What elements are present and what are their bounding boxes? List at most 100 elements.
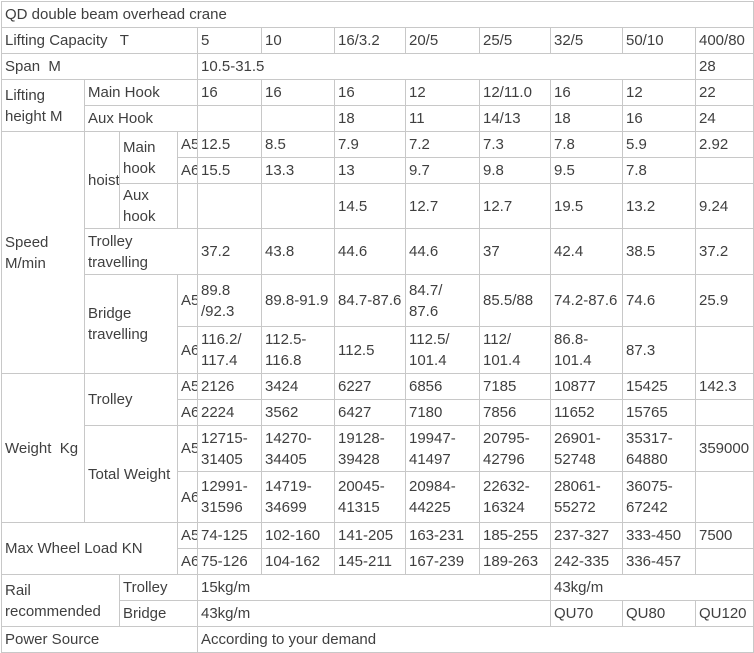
cell-capacity-7: 50/10: [622, 27, 696, 54]
cell: 18: [334, 105, 406, 132]
cell: 12991- 31596: [197, 471, 262, 523]
label-class-a6: A6: [177, 157, 198, 184]
cell: 28061- 55272: [550, 471, 623, 523]
label-aux-hook: Aux Hook: [84, 105, 198, 132]
cell: 12: [405, 79, 480, 106]
cell: 12.7: [405, 183, 480, 229]
cell: 37: [479, 228, 551, 275]
label-lifting-height: Lifting height M: [1, 79, 85, 132]
cell: 9.7: [405, 157, 480, 184]
label-rail-trolley: Trolley: [119, 574, 198, 601]
cell: 14/13: [479, 105, 551, 132]
cell: 2.92: [695, 131, 754, 158]
cell: 74-125: [197, 522, 262, 549]
cell: 163-231: [405, 522, 480, 549]
cell: 43.8: [261, 228, 335, 275]
label-class-a5: A5: [177, 522, 198, 549]
cell: 37.2: [197, 228, 262, 275]
cell: [695, 399, 754, 426]
cell-rail-trolley-left: 15kg/m: [197, 574, 551, 601]
cell-capacity-1: 5: [197, 27, 262, 54]
cell: 20795- 42796: [479, 425, 551, 472]
cell: 84.7-87.6: [334, 274, 406, 327]
label-trolley-weight: Trolley: [84, 373, 178, 426]
cell: 42.4: [550, 228, 623, 275]
row-rail-trolley: Rail recommended Trolley 15kg/m 43kg/m: [1, 574, 754, 627]
cell: 112/ 101.4: [479, 326, 551, 374]
cell: 26901- 52748: [550, 425, 623, 472]
cell-empty-class: [177, 183, 198, 229]
label-class-a6: A6: [177, 326, 198, 374]
cell: 18: [550, 105, 623, 132]
cell: 8.5: [261, 131, 335, 158]
label-total-weight: Total Weight: [84, 425, 178, 523]
cell: 87.3: [622, 326, 696, 374]
label-hoist-aux-hook: Aux hook: [119, 183, 178, 229]
cell: 14719- 34699: [261, 471, 335, 523]
cell: 12/11.0: [479, 79, 551, 106]
cell-rail-qu120: QU120: [695, 600, 754, 627]
cell: 15425: [622, 373, 696, 400]
cell: 237-327: [550, 522, 623, 549]
cell: 85.5/88: [479, 274, 551, 327]
cell: 336-457: [622, 548, 696, 575]
cell: 16: [550, 79, 623, 106]
label-main-hook: Main Hook: [84, 79, 198, 106]
row-hoist-main-a5: Speed M/min hoist Main hook A5 12.5 8.5 …: [1, 131, 754, 374]
cell: [261, 183, 335, 229]
cell: 7185: [479, 373, 551, 400]
cell: 24: [695, 105, 754, 132]
cell: 89.8-91.9: [261, 274, 335, 327]
label-class-a5: A5: [177, 425, 198, 472]
cell: [695, 471, 754, 523]
cell: 102-160: [261, 522, 335, 549]
cell-rail-trolley-right: 43kg/m: [550, 574, 754, 601]
cell-capacity-4: 20/5: [405, 27, 480, 54]
cell-span-main: 10.5-31.5: [197, 53, 696, 80]
cell-rail-qu70: QU70: [550, 600, 623, 627]
row-bridge-a5: Bridge travelling A5 89.8 /92.3 89.8-91.…: [2, 274, 754, 374]
cell: 19.5: [550, 183, 623, 229]
cell: 16: [261, 79, 335, 106]
cell: 3562: [261, 399, 335, 426]
cell-capacity-3: 16/3.2: [334, 27, 406, 54]
row-trolley-weight-a6: A6 2224 3562 6427 7180 7856 11652 15765: [2, 399, 754, 426]
cell: 6427: [334, 399, 406, 426]
row-trolley-travelling: Trolley travelling 37.2 43.8 44.6 44.6 3…: [2, 228, 754, 275]
cell: 112.5- 116.8: [261, 326, 335, 374]
label-class-a5: A5: [177, 373, 198, 400]
cell: 167-239: [405, 548, 480, 575]
cell: 7.9: [334, 131, 406, 158]
label-rail-bridge: Bridge: [119, 600, 198, 627]
row-hoist-aux: Aux hook 14.5 12.7 12.7 19.5 13.2 9.24: [2, 183, 754, 229]
cell: 112.5: [334, 326, 406, 374]
cell: 359000: [695, 425, 754, 472]
cell: 242-335: [550, 548, 623, 575]
label-hoist: hoist: [84, 131, 120, 229]
cell: 9.5: [550, 157, 623, 184]
cell: 16: [334, 79, 406, 106]
cell: 38.5: [622, 228, 696, 275]
row-rail-bridge: Bridge 43kg/m QU70 QU80 QU120: [2, 600, 754, 627]
cell: [261, 105, 335, 132]
cell: 74.6: [622, 274, 696, 327]
cell: 15765: [622, 399, 696, 426]
cell: 84.7/ 87.6: [405, 274, 480, 327]
cell: 20984- 44225: [405, 471, 480, 523]
row-height-aux-hook: Aux Hook 18 11 14/13 18 16 24: [2, 105, 754, 132]
table-title: QD double beam overhead crane: [1, 1, 754, 28]
row-max-wheel-a5: Max Wheel Load KN A5 74-125 102-160 141-…: [1, 522, 754, 575]
cell-rail-bridge-left: 43kg/m: [197, 600, 551, 627]
cell: 25.9: [695, 274, 754, 327]
cell: 89.8 /92.3: [197, 274, 262, 327]
label-class-a5: A5: [177, 131, 198, 158]
cell: 3424: [261, 373, 335, 400]
cell: 6227: [334, 373, 406, 400]
cell: 9.8: [479, 157, 551, 184]
cell: [197, 105, 262, 132]
cell: 44.6: [334, 228, 406, 275]
cell: 6856: [405, 373, 480, 400]
row-title: QD double beam overhead crane: [1, 1, 754, 28]
cell: 12.5: [197, 131, 262, 158]
